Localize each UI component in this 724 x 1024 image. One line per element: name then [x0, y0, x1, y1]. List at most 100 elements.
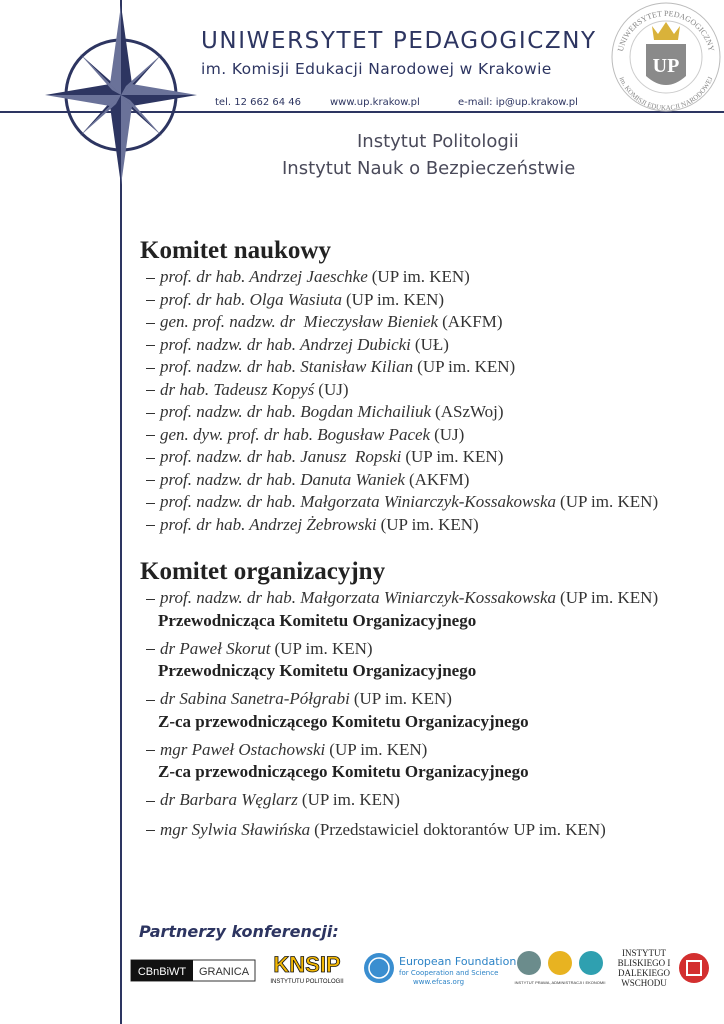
member-line: gen. prof. nadzw. dr Mieczysław Bieniek(…: [140, 311, 658, 334]
logo-text: KNSIP: [273, 952, 340, 977]
member-role: Przewodniczący Komitetu Organizacyjnego: [158, 661, 477, 680]
logo-text: INSTYTUT BLISKIEGO I DALEKIEGO WSCHODU: [617, 948, 671, 988]
member-line: prof. nadzw. dr hab. Małgorzata Winiarcz…: [140, 491, 658, 514]
member-entry: prof. nadzw. dr hab. Małgorzata Winiarcz…: [140, 587, 658, 631]
member-affiliation: (UP im. KEN): [560, 588, 659, 607]
member-name: dr Barbara Węglarz: [160, 790, 298, 809]
member-line: prof. nadzw. dr hab. Małgorzata Winiarcz…: [140, 587, 658, 610]
member-affiliation: (UP im. KEN): [560, 492, 659, 511]
section-title: Komitet naukowy: [140, 237, 331, 264]
member-line: dr Barbara Węglarz (UP im. KEN): [140, 789, 658, 812]
dash: [146, 525, 155, 527]
logo-text: European Foundation: [399, 955, 516, 968]
member-entry: dr Barbara Węglarz (UP im. KEN): [140, 789, 658, 812]
member-line: mgr Paweł Ostachowski (UP im. KEN): [140, 739, 658, 762]
member-line: dr hab. Tadeusz Kopyś (UJ): [140, 379, 658, 402]
member-affiliation: (UŁ): [414, 334, 449, 354]
member-name: prof. dr hab. Andrzej Żebrowski: [160, 514, 377, 534]
member-line: dr Sabina Sanetra-Półgrabi (UP im. KEN): [140, 688, 658, 711]
member-affiliation: (UP im. KEN): [353, 689, 452, 708]
dash: [146, 830, 155, 832]
logo-text: www.efcas.org: [413, 978, 464, 986]
member-line: prof. dr hab. Andrzej Żebrowski (UP im. K…: [140, 514, 658, 537]
organizing-committee: Komitet organizacyjny prof. nadzw. dr ha…: [140, 557, 658, 848]
member-entry: dr Paweł Skorut (UP im. KEN) Przewodnicząc…: [140, 638, 658, 682]
member-affiliation: (UJ): [434, 424, 465, 444]
member-entry: dr Sabina Sanetra-Półgrabi (UP im. KEN) Z-…: [140, 688, 658, 732]
member-affiliation: (UP im. KEN): [301, 790, 400, 809]
dash: [146, 390, 155, 392]
phone: tel. 12 662 64 46: [215, 97, 302, 108]
logo-box: INSTYTUT BLISKIEGO I DALEKIEGO WSCHODU: [617, 948, 671, 988]
member-name: dr Paweł Skorut: [160, 638, 271, 658]
member-name: prof. nadzw. dr hab. Janusz Ropski: [160, 447, 402, 466]
member-line: prof. nadzw. dr hab. Andrzej Dubicki (UŁ): [140, 334, 658, 357]
dash: [146, 367, 155, 369]
member-entry: mgr Sylwia Sławińska (Przedstawiciel dokt…: [140, 819, 658, 842]
member-affiliation: (ASzWoj): [435, 402, 504, 421]
dash: [146, 800, 155, 802]
member-line: prof. dr hab. Olga Wasiuta (UP im. KEN): [140, 289, 658, 312]
member-name: mgr Paweł Ostachowski: [160, 739, 326, 759]
member-affiliation: (Przedstawiciel doktorantów UP im. KEN): [314, 819, 606, 839]
logo-text: CBnBiWT: [138, 966, 187, 978]
member-name: gen. dyw. prof. dr hab. Bogusław Pacek: [160, 424, 431, 444]
dash: [146, 649, 155, 651]
member-name: prof. nadzw. dr hab. Stanisław Kilian: [160, 357, 414, 376]
dash: [146, 412, 155, 414]
partners-title: Partnerzy konferencji:: [139, 922, 339, 941]
logo-text: for Cooperation and Science: [399, 969, 498, 977]
member-affiliation: (UJ): [318, 379, 349, 399]
member-line: mgr Sylwia Sławińska (Przedstawiciel dokt…: [140, 819, 658, 842]
member-affiliation: (UP im. KEN): [346, 289, 445, 309]
member-name: prof. dr hab. Olga Wasiuta: [160, 289, 342, 309]
dash: [146, 598, 155, 600]
member-line: prof. nadzw. dr hab. Stanisław Kilian (UP…: [140, 356, 658, 379]
dash: [146, 300, 155, 302]
dash: [146, 435, 155, 437]
member-entry: mgr Paweł Ostachowski (UP im. KEN) Z-ca pr…: [140, 739, 658, 783]
member-line: prof. nadzw. dr hab. Bogdan Michailiuk (A…: [140, 401, 658, 424]
logo-text: INSTYTUTU POLITOLOGII: [270, 979, 344, 985]
member-name: prof. dr hab. Andrzej Jaeschke: [160, 267, 368, 286]
dash: [146, 457, 155, 459]
member-role: Przewodnicząca Komitetu Organizacyjnego: [158, 610, 477, 630]
dash: [146, 480, 155, 482]
member-line: gen. dyw. prof. dr hab. Bogusław Pacek (U…: [140, 424, 658, 447]
dash: [146, 322, 155, 324]
dash: [146, 699, 155, 701]
member-line: prof. nadzw. dr hab. Danuta Waniek (AKFM): [140, 469, 658, 492]
institute: Instytut Politologii: [357, 131, 519, 152]
member-line: dr Paweł Skorut (UP im. KEN): [140, 638, 658, 661]
scientific-committee: Komitet naukowy prof. dr hab. Andrzej Ja…: [140, 236, 658, 536]
dash: [146, 502, 155, 504]
university-name: UNIWERSYTET PEDAGOGICZNY: [201, 28, 597, 54]
dash: [146, 750, 155, 752]
member-affiliation: (UP im. KEN): [380, 514, 479, 534]
member-name: mgr Sylwia Sławińska: [160, 819, 311, 839]
website: www.up.krakow.pl: [330, 97, 420, 108]
member-name: prof. nadzw. dr hab. Małgorzata Winiarcz…: [160, 588, 557, 607]
email: e-mail: ip@up.krakow.pl: [458, 97, 578, 108]
member-affiliation: (AKFM): [442, 312, 503, 331]
member-line: prof. dr hab. Andrzej Jaeschke (UP im. KE…: [140, 266, 658, 289]
member-name: dr hab. Tadeusz Kopyś: [160, 379, 315, 399]
member-affiliation: (UP im. KEN): [274, 638, 373, 658]
member-name: gen. prof. nadzw. dr Mieczysław Bieniek: [160, 312, 439, 331]
member-role: Z-ca przewodniczącego Komitetu Organizac…: [158, 762, 529, 781]
university-patron: im. Komisji Edukacji Narodowej w Krakowi…: [201, 60, 552, 78]
logo-text: INSTYTUT PRAWA, ADMINISTRACJI I EKONOMII: [515, 980, 606, 985]
institute: Instytut Nauk o Bezpieczeństwie: [282, 158, 576, 179]
member-affiliation: (UP im. KEN): [417, 357, 516, 376]
dash: [146, 277, 155, 279]
member-name: prof. nadzw. dr hab. Danuta Waniek: [160, 469, 405, 489]
member-affiliation: (UP im. KEN): [329, 739, 428, 759]
member-affiliation: (AKFM): [408, 469, 470, 489]
member-name: prof. nadzw. dr hab. Małgorzata Winiarcz…: [160, 492, 557, 511]
dash: [146, 345, 155, 347]
logo-text: GRANICA: [199, 966, 250, 978]
member-line: prof. nadzw. dr hab. Janusz Ropski (UP im…: [140, 446, 658, 469]
member-name: prof. nadzw. dr hab. Andrzej Dubicki: [160, 334, 411, 354]
